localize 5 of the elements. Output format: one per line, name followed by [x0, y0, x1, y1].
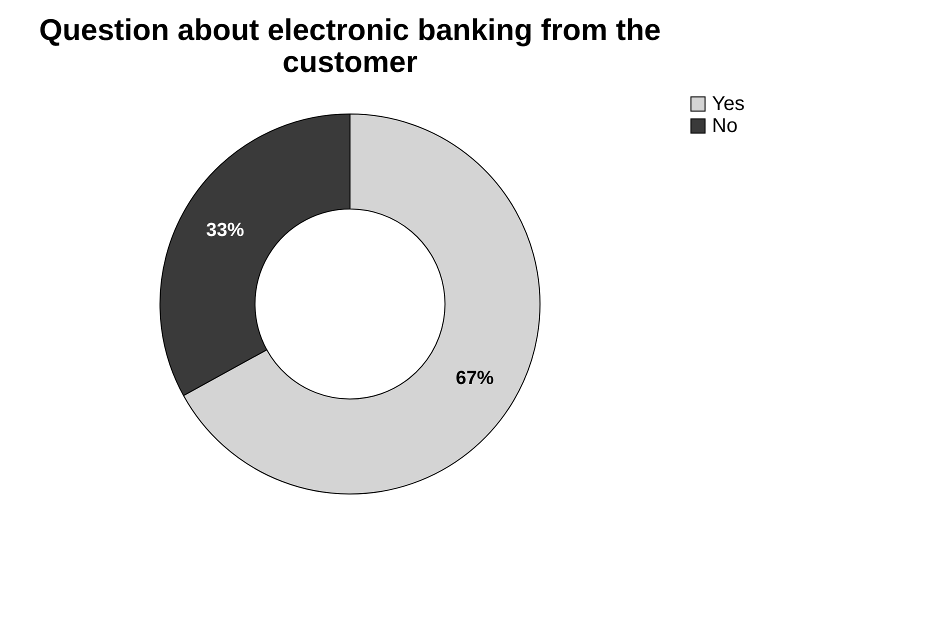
data-label: 67% — [456, 368, 494, 389]
legend-label: No — [712, 115, 738, 137]
data-label: 33% — [206, 220, 244, 242]
chart-title: Question about electronic banking from the customer — [39, 14, 661, 79]
legend-label: Yes — [712, 93, 745, 115]
